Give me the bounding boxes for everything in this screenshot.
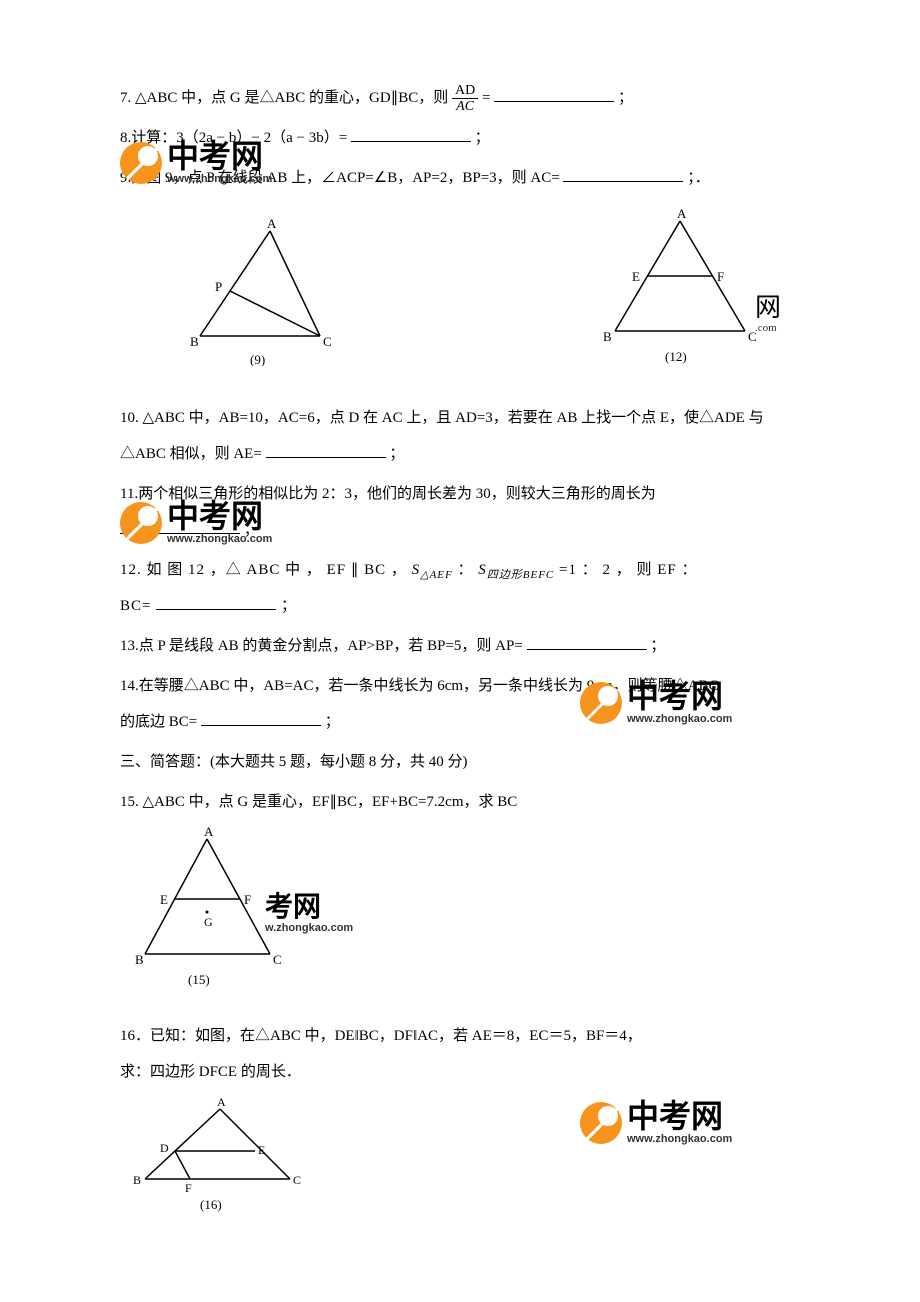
q12-s1: S xyxy=(412,562,421,578)
svg-text:A: A xyxy=(217,1095,226,1109)
svg-text:A: A xyxy=(267,216,277,231)
q10-suffix: ； xyxy=(389,446,404,462)
q12-blank xyxy=(156,592,276,610)
fig9-svg: A B C P (9) xyxy=(180,216,340,366)
svg-text:F: F xyxy=(185,1181,192,1195)
svg-text:E: E xyxy=(160,892,168,907)
q14-text-before: 14.在等腰△ABC 中，AB=AC，若一条中线长为 6cm，另一条中线长为 9… xyxy=(120,678,718,694)
figure-9: A B C P (9) xyxy=(180,216,340,380)
section-3-header: 三、简答题：(本大题共 5 题，每小题 8 分，共 40 分) xyxy=(120,744,800,780)
svg-text:B: B xyxy=(603,329,612,344)
q16-text2: 求：四边形 DFCE 的周长． xyxy=(120,1064,301,1080)
q10-blank xyxy=(266,440,386,458)
q9-text: 9.如图 9，点 P 在线段 AB 上，∠ACP=∠B，AP=2，BP=3，则 … xyxy=(120,170,560,186)
q7-frac-num: AD xyxy=(452,83,478,99)
question-9: 9.如图 9，点 P 在线段 AB 上，∠ACP=∠B，AP=2，BP=3，则 … xyxy=(120,160,800,196)
svg-text:B: B xyxy=(133,1173,141,1187)
q9-suffix: ；． xyxy=(687,170,710,186)
svg-text:A: A xyxy=(677,206,687,221)
q12-suffix: ； xyxy=(281,598,297,614)
svg-text:E: E xyxy=(632,269,640,284)
svg-text:(16): (16) xyxy=(200,1197,222,1212)
fig16-svg: A B C D E F (16) xyxy=(130,1094,310,1214)
svg-text:(15): (15) xyxy=(188,972,210,987)
svg-text:F: F xyxy=(717,269,724,284)
svg-text:B: B xyxy=(135,952,144,967)
q7-fraction: AD AC xyxy=(452,83,478,115)
q12-s2: S xyxy=(478,562,487,578)
q7-blank xyxy=(494,84,614,102)
q12-text-before: 12. 如 图 12 ，△ ABC 中 ， EF ∥ BC ， xyxy=(120,562,407,578)
question-15: 15. △ABC 中，点 G 是重心，EF∥BC，EF+BC=7.2cm，求 B… xyxy=(120,784,800,820)
q8-blank xyxy=(351,124,471,142)
svg-text:E: E xyxy=(258,1143,265,1157)
svg-text:D: D xyxy=(160,1141,169,1155)
svg-text:(12): (12) xyxy=(665,349,687,364)
question-10: 10. △ABC 中，AB=10，AC=6，点 D 在 AC 上，且 AD=3，… xyxy=(120,400,800,472)
question-12: 12. 如 图 12 ，△ ABC 中 ， EF ∥ BC ， S△AEF ： … xyxy=(120,552,800,624)
q7-eq: = xyxy=(482,90,490,106)
q7-suffix: ； xyxy=(618,90,633,106)
q8-suffix: ； xyxy=(475,130,490,146)
q11-text: 11.两个相似三角形的相似比为 2：3，他们的周长差为 30，则较大三角形的周长… xyxy=(120,486,656,502)
q9-blank xyxy=(563,164,683,182)
section3-text: 三、简答题：(本大题共 5 题，每小题 8 分，共 40 分) xyxy=(120,754,468,770)
q7-frac-den: AC xyxy=(452,99,478,114)
q8-text: 8.计算：3（2a − b）− 2（a − 3b）= xyxy=(120,130,347,146)
q12-sub1: △AEF xyxy=(420,569,453,581)
question-7: 7. △ABC 中，点 G 是△ABC 的重心，GD∥BC，则 AD AC = … xyxy=(120,80,800,116)
q11-blank xyxy=(120,516,240,534)
svg-text:C: C xyxy=(323,334,332,349)
q14-suffix: ； xyxy=(325,714,340,730)
svg-text:(9): (9) xyxy=(250,352,265,366)
q12-bc: BC= xyxy=(120,598,151,614)
figure-16: A B C D E F (16) xyxy=(130,1094,800,1228)
svg-text:C: C xyxy=(748,329,757,344)
figures-row-1: A B C P (9) A B C E F (12) xyxy=(120,206,800,380)
fig12-svg: A B C E F (12) xyxy=(590,206,770,366)
q16-text1: 16．已知：如图，在△ABC 中，DE‖BC，DF‖AC，若 AE＝8，EC＝5… xyxy=(120,1028,642,1044)
svg-text:C: C xyxy=(273,952,282,967)
q13-text: 13.点 P 是线段 AB 的黄金分割点，AP>BP，若 BP=5，则 AP= xyxy=(120,638,523,654)
question-14: 14.在等腰△ABC 中，AB=AC，若一条中线长为 6cm，另一条中线长为 9… xyxy=(120,668,800,740)
figure-12: A B C E F (12) xyxy=(590,206,770,380)
q12-mid: =1 ： 2 ， 则 EF ： xyxy=(559,562,697,578)
q13-blank xyxy=(527,632,647,650)
svg-text:C: C xyxy=(293,1173,301,1187)
q12-sub2: 四边形BEFC xyxy=(487,569,555,581)
question-13: 13.点 P 是线段 AB 的黄金分割点，AP>BP，若 BP=5，则 AP= … xyxy=(120,628,800,664)
fig15-svg: A B C E F G (15) xyxy=(130,824,300,989)
question-8: 8.计算：3（2a − b）− 2（a − 3b）= ； xyxy=(120,120,800,156)
svg-text:B: B xyxy=(190,334,199,349)
q10-text: 10. △ABC 中，AB=10，AC=6，点 D 在 AC 上，且 AD=3，… xyxy=(120,410,764,462)
figure-15: A B C E F G (15) xyxy=(130,824,800,1003)
q14-text-after: 的底边 BC= xyxy=(120,714,197,730)
question-11: 11.两个相似三角形的相似比为 2：3，他们的周长差为 30，则较大三角形的周长… xyxy=(120,476,800,548)
q11-suffix: ； xyxy=(244,522,259,538)
q14-blank xyxy=(201,708,321,726)
svg-text:F: F xyxy=(244,892,251,907)
q13-suffix: ； xyxy=(650,638,665,654)
q7-text-before: 7. △ABC 中，点 G 是△ABC 的重心，GD∥BC，则 xyxy=(120,90,448,106)
svg-text:A: A xyxy=(204,824,214,839)
svg-text:G: G xyxy=(204,915,213,929)
q12-sep: ： xyxy=(457,562,473,578)
svg-text:P: P xyxy=(215,279,222,294)
q15-text: 15. △ABC 中，点 G 是重心，EF∥BC，EF+BC=7.2cm，求 B… xyxy=(120,794,517,810)
question-16: 16．已知：如图，在△ABC 中，DE‖BC，DF‖AC，若 AE＝8，EC＝5… xyxy=(120,1018,800,1090)
